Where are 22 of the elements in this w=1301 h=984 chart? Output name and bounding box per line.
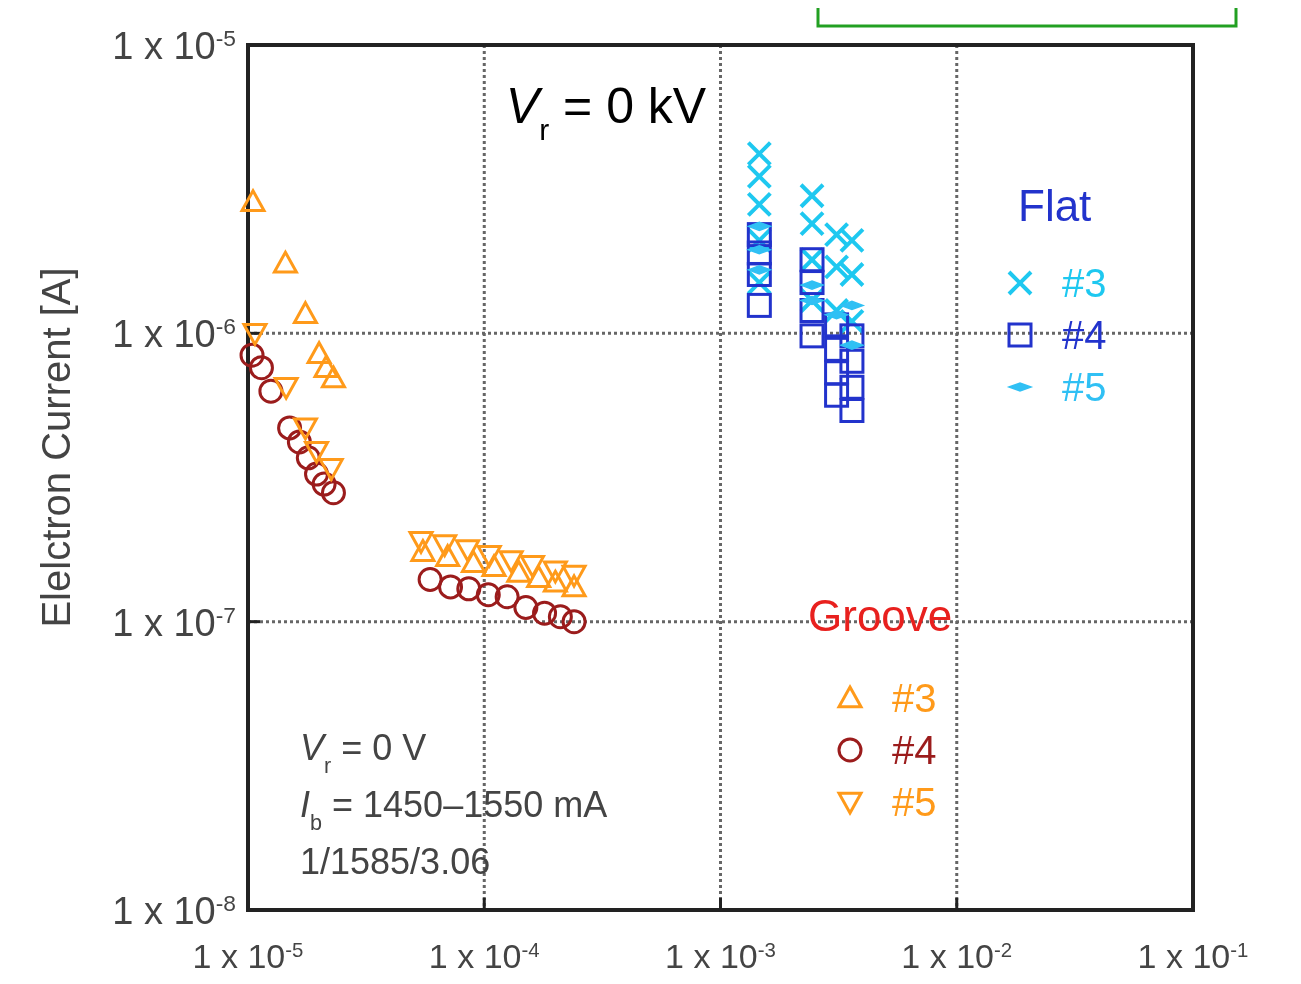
x-tick-label: 1 x 10$^{-3}$ bbox=[665, 937, 776, 975]
y-tick-label: 1 x 10$^{-7}$ bbox=[112, 601, 236, 644]
legend-label: #4 bbox=[892, 728, 937, 772]
x-tick-label: 1 x 10$^{-4}$ bbox=[428, 937, 540, 975]
annotation: V$_{r}$ = 0 V bbox=[300, 727, 427, 778]
annotation: Flat bbox=[1018, 181, 1092, 230]
y-axis-title: Elelctron Current [A] bbox=[34, 267, 78, 628]
annotation: I$_{b}$ = 1450–1550 mA bbox=[300, 784, 608, 835]
x-tick-label: 1 x 10$^{-1}$ bbox=[1137, 937, 1249, 975]
legend-label: #5 bbox=[892, 780, 937, 824]
legend-label: #3 bbox=[1062, 261, 1107, 305]
legend-label: #3 bbox=[892, 676, 937, 720]
legend-label: #4 bbox=[1062, 313, 1107, 357]
y-tick-label: 1 x 10$^{-6}$ bbox=[112, 313, 236, 356]
annotation: 1/1585/3.06 bbox=[300, 841, 491, 882]
y-tick-label: 1 x 10$^{-5}$ bbox=[112, 25, 236, 67]
x-tick-label: 1 x 10$^{-5}$ bbox=[192, 937, 304, 975]
x-tick-label: 1 x 10$^{-2}$ bbox=[901, 937, 1013, 975]
annotation: Groove bbox=[808, 591, 953, 640]
y-tick-label: 1 x 10$^{-8}$ bbox=[112, 890, 236, 932]
text: V$_{r}$ = 0 kV bbox=[505, 78, 707, 146]
legend-label: #5 bbox=[1062, 365, 1107, 409]
